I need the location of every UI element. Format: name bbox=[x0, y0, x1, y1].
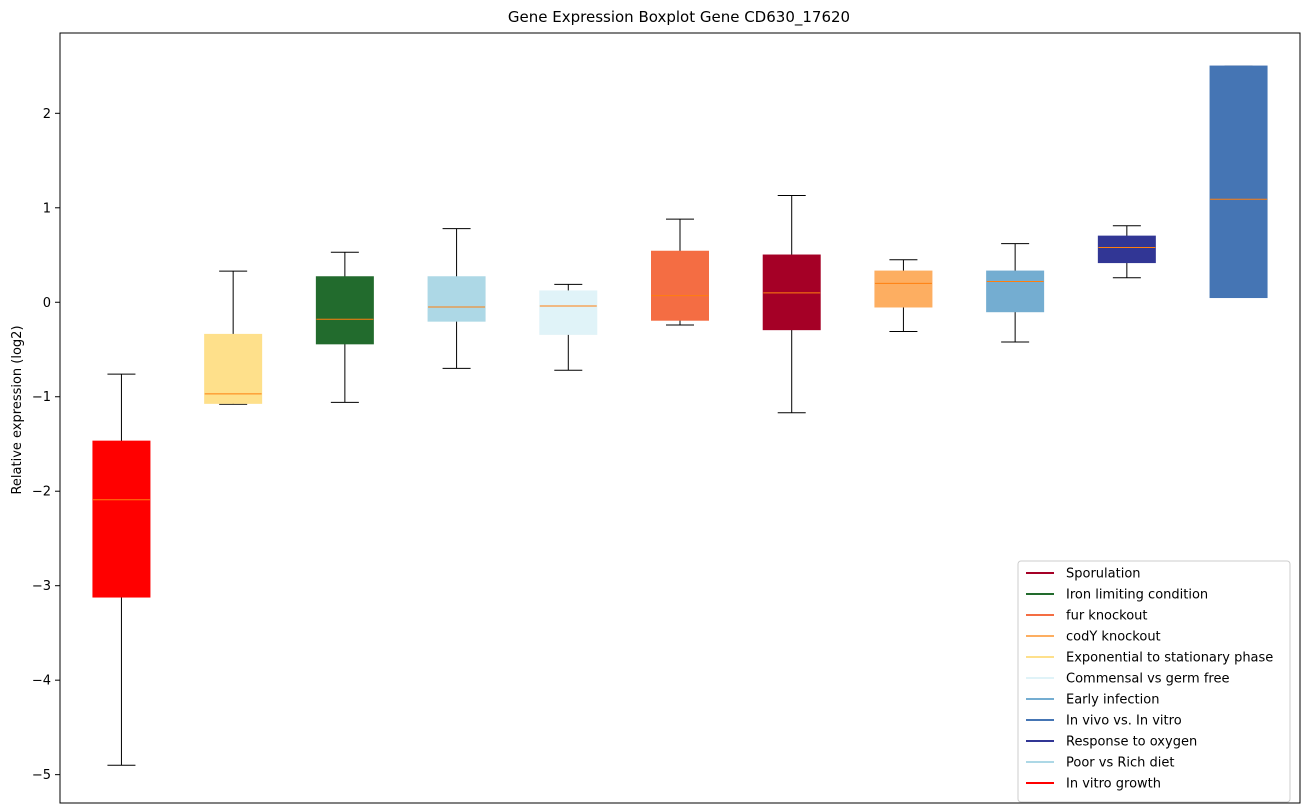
legend-label: In vitro growth bbox=[1066, 777, 1161, 792]
y-tick-label: 1 bbox=[43, 201, 51, 216]
legend-item: Early infection bbox=[1026, 693, 1159, 708]
box-9 bbox=[986, 243, 1045, 343]
box-body bbox=[315, 276, 374, 345]
y-tick-label: 2 bbox=[43, 107, 51, 122]
box-body bbox=[427, 276, 486, 322]
legend-item: codY knockout bbox=[1026, 630, 1161, 645]
box-body bbox=[539, 290, 598, 335]
legend-item: Iron limiting condition bbox=[1026, 588, 1208, 603]
legend-label: Sporulation bbox=[1066, 567, 1141, 582]
legend-label: Early infection bbox=[1066, 693, 1159, 708]
y-tick-label: −2 bbox=[32, 485, 51, 500]
y-tick-label: −5 bbox=[32, 768, 51, 783]
box-1 bbox=[92, 373, 151, 766]
legend: Sporulation Iron limiting condition fur kn… bbox=[1017, 560, 1291, 803]
box-4 bbox=[427, 228, 486, 369]
plot-frame bbox=[59, 32, 1301, 804]
box-body bbox=[1209, 65, 1268, 299]
legend-label: In vivo vs. In vitro bbox=[1066, 714, 1182, 729]
y-tick-label: −1 bbox=[32, 390, 51, 405]
box-2 bbox=[204, 270, 263, 405]
legend-item: In vivo vs. In vitro bbox=[1026, 714, 1182, 729]
y-tick-label: 0 bbox=[43, 296, 51, 311]
box-6 bbox=[651, 218, 709, 326]
legend-item: fur knockout bbox=[1026, 609, 1148, 624]
box-3 bbox=[315, 251, 374, 403]
box-11 bbox=[1209, 65, 1268, 299]
legend-item: Poor vs Rich diet bbox=[1026, 756, 1174, 771]
legend-label: Poor vs Rich diet bbox=[1066, 756, 1174, 771]
legend-item: Commensal vs germ free bbox=[1026, 672, 1229, 687]
boxes-group bbox=[92, 65, 1268, 766]
legend-label: fur knockout bbox=[1066, 609, 1148, 624]
box-10 bbox=[1097, 225, 1156, 279]
legend-label: codY knockout bbox=[1066, 630, 1161, 645]
legend-label: Iron limiting condition bbox=[1066, 588, 1208, 603]
legend-item: Response to oxygen bbox=[1026, 735, 1197, 750]
box-body bbox=[204, 333, 263, 404]
box-body bbox=[651, 250, 709, 321]
box-7 bbox=[762, 195, 821, 414]
box-8 bbox=[874, 259, 933, 333]
y-tick-label: −4 bbox=[32, 674, 51, 689]
legend-label: Commensal vs germ free bbox=[1066, 672, 1229, 687]
legend-frame bbox=[1017, 560, 1291, 803]
chart-title: Gene Expression Boxplot Gene CD630_17620 bbox=[508, 8, 850, 27]
legend-label: Exponential to stationary phase bbox=[1066, 651, 1273, 666]
legend-item: Exponential to stationary phase bbox=[1026, 651, 1273, 666]
legend-item: In vitro growth bbox=[1026, 777, 1161, 792]
box-body bbox=[92, 440, 151, 598]
y-tick-label: −3 bbox=[32, 579, 51, 594]
box-body bbox=[1097, 235, 1156, 264]
legend-item: Sporulation bbox=[1026, 567, 1141, 582]
box-5 bbox=[539, 283, 598, 371]
y-axis: −5 −4 −3 −2 −1 0 1 2 bbox=[32, 107, 60, 783]
y-axis-label: Relative expression (log2) bbox=[10, 325, 25, 494]
box-body bbox=[874, 270, 933, 308]
box-body bbox=[986, 270, 1045, 313]
legend-label: Response to oxygen bbox=[1066, 735, 1197, 750]
